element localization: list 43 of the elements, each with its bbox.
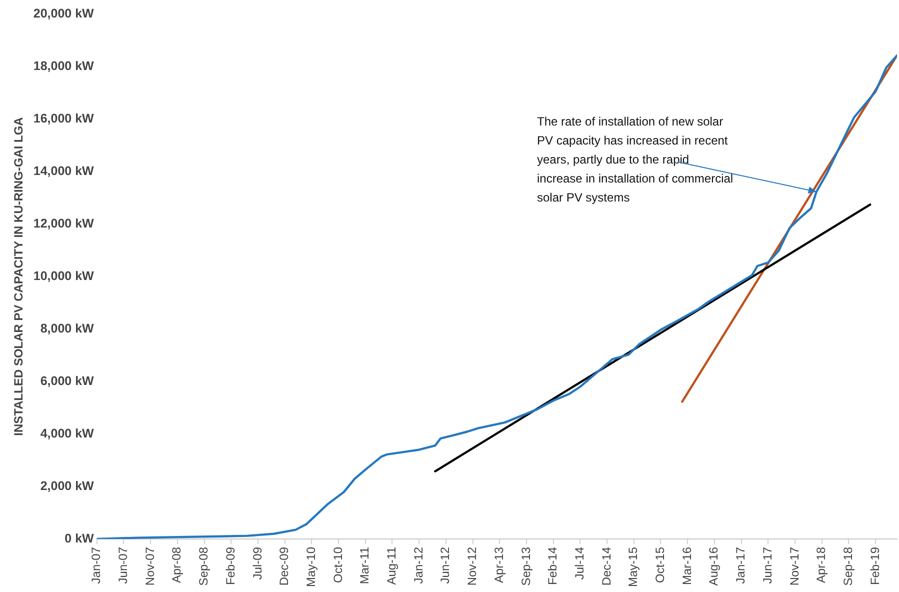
y-tick-label: 12,000 kW (33, 216, 94, 230)
x-tick-label: Apr-18 (814, 546, 828, 584)
x-tick-label: Sep-08 (196, 546, 211, 586)
x-tick-label: Jul-09 (250, 546, 264, 580)
x-tick-label: Nov-12 (465, 546, 480, 586)
x-tick-label: Oct-10 (330, 546, 345, 583)
x-tick-label: Jun-07 (116, 546, 130, 584)
y-tick-label: 16,000 kW (33, 111, 94, 126)
x-tick-label: Nov-17 (787, 546, 802, 586)
x-tick-label: Apr-13 (492, 546, 506, 584)
x-tick-label: Mar-11 (358, 546, 372, 584)
x-tick-label: Apr-08 (170, 546, 184, 584)
x-tick-label: Jun-17 (760, 546, 774, 584)
x-tick-label: Sep-18 (840, 546, 855, 586)
x-tick-label: Jun-12 (438, 546, 452, 584)
x-tick-label: May-10 (304, 546, 318, 587)
y-tick-label: 0 kW (64, 531, 94, 546)
y-tick-label: 14,000 kW (33, 164, 94, 178)
y-tick-label: 4,000 kW (40, 426, 94, 440)
x-tick-label: Sep-13 (518, 546, 533, 586)
x-tick-label: Jan-12 (411, 546, 426, 584)
x-tick-label: Feb-14 (546, 546, 560, 586)
x-tick-label: Feb-09 (223, 546, 238, 586)
x-tick-label: Jul-14 (572, 546, 586, 580)
x-tick-label: Aug-16 (706, 546, 721, 586)
x-tick-label: Oct-15 (653, 546, 668, 583)
x-tick-label: Feb-19 (868, 546, 882, 586)
x-tick-label: Nov-07 (142, 546, 157, 586)
x-tick-label: Jan-07 (89, 546, 104, 584)
y-tick-label: 8,000 kW (40, 321, 94, 336)
y-tick-label: 10,000 kW (33, 268, 94, 283)
x-tick-label: May-15 (626, 546, 640, 587)
x-tick-label: Dec-09 (277, 546, 292, 586)
y-tick-label: 6,000 kW (40, 374, 94, 388)
y-axis-title: INSTALLED SOLAR PV CAPACITY IN KU-RING-GAI LGA (12, 116, 26, 436)
annotation: The rate of installation of new solar PV capacity has increased in recent years, partly due to the rapid increase in installation of commercial solar PV systems (537, 114, 734, 204)
x-tick-label: Jan-17 (734, 546, 748, 584)
x-tick-label: Mar-16 (680, 546, 694, 585)
x-tick-label: Dec-14 (599, 546, 614, 586)
y-tick-label: 2,000 kW (40, 478, 94, 493)
y-tick-label: 18,000 kW (33, 58, 94, 73)
x-tick-label: Aug-11 (384, 546, 399, 585)
y-tick-label: 20,000 kW (33, 6, 94, 20)
